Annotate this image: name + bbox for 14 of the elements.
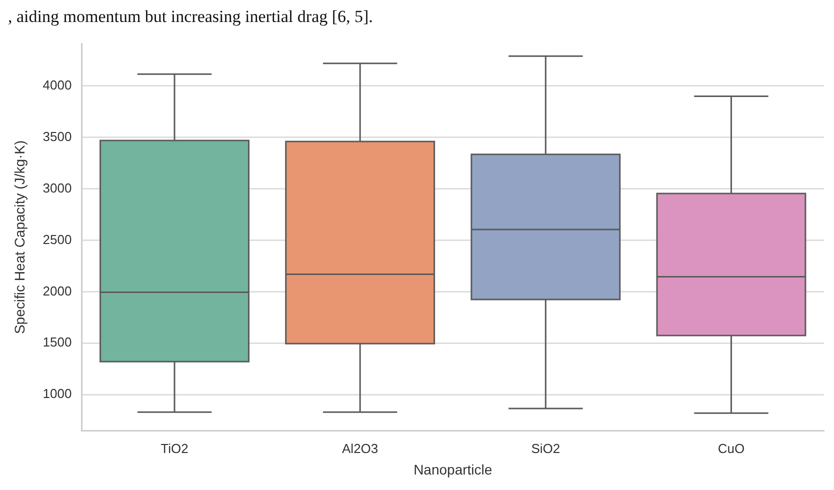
text: , aiding momentum but increasing inertial drag [6, 5]. [8, 7, 374, 26]
y-tick-label: 2500 [42, 232, 72, 247]
y-tick-label: 4000 [42, 78, 72, 93]
x-tick-label: Al2O3 [342, 440, 378, 456]
y-tick-label: 1000 [42, 386, 72, 402]
y-tick-label: 3500 [42, 128, 72, 144]
y-axis-title: Specific Heat Capacity (J/kg·K) [11, 140, 28, 334]
x-tick-label: TiO2 [160, 440, 188, 456]
x-tick-label: CuO [718, 440, 745, 456]
y-tick-label: 2000 [42, 283, 72, 298]
x-axis-title: Nanoparticle [414, 461, 492, 478]
y-tick-label: 3000 [42, 180, 72, 196]
y-tick-label: 1500 [42, 334, 72, 350]
x-tick-label: SiO2 [531, 440, 560, 456]
